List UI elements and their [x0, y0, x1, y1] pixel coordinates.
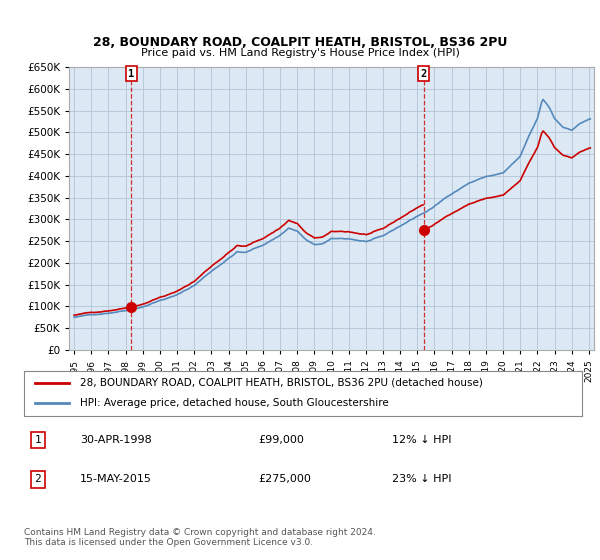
Text: 15-MAY-2015: 15-MAY-2015 [80, 474, 152, 484]
Text: 28, BOUNDARY ROAD, COALPIT HEATH, BRISTOL, BS36 2PU (detached house): 28, BOUNDARY ROAD, COALPIT HEATH, BRISTO… [80, 378, 482, 388]
Text: 2: 2 [35, 474, 41, 484]
Text: £99,000: £99,000 [259, 435, 304, 445]
Text: 28, BOUNDARY ROAD, COALPIT HEATH, BRISTOL, BS36 2PU: 28, BOUNDARY ROAD, COALPIT HEATH, BRISTO… [93, 35, 507, 49]
Text: Price paid vs. HM Land Registry's House Price Index (HPI): Price paid vs. HM Land Registry's House … [140, 48, 460, 58]
Text: 2: 2 [421, 69, 427, 78]
Text: Contains HM Land Registry data © Crown copyright and database right 2024.
This d: Contains HM Land Registry data © Crown c… [24, 528, 376, 547]
Text: HPI: Average price, detached house, South Gloucestershire: HPI: Average price, detached house, Sout… [80, 398, 389, 408]
Text: £275,000: £275,000 [259, 474, 311, 484]
Text: 1: 1 [35, 435, 41, 445]
Text: 23% ↓ HPI: 23% ↓ HPI [392, 474, 452, 484]
Text: 30-APR-1998: 30-APR-1998 [80, 435, 152, 445]
Text: 1: 1 [128, 69, 134, 78]
Text: 12% ↓ HPI: 12% ↓ HPI [392, 435, 452, 445]
